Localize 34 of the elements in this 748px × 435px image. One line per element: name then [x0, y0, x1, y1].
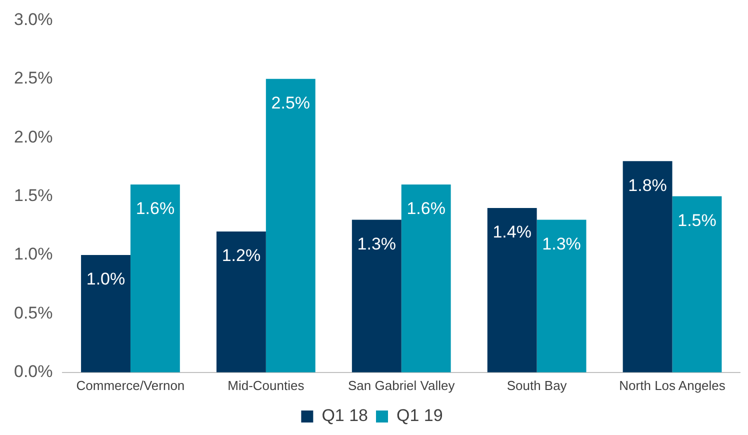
data-label: 1.0% — [86, 270, 126, 289]
y-tick-label: 0.5% — [14, 303, 53, 322]
bar — [81, 255, 130, 372]
bar — [487, 208, 537, 372]
y-tick-label: 2.5% — [14, 68, 53, 88]
y-tick-label: 1.0% — [14, 244, 53, 264]
data-label: 1.4% — [492, 222, 532, 242]
bar — [216, 232, 266, 372]
y-tick-label: 0.0% — [14, 362, 53, 382]
legend-label: Q1 19 — [396, 406, 443, 426]
bar — [672, 196, 722, 372]
y-tick-label: 1.5% — [14, 186, 53, 205]
x-tick-label: South Bay — [506, 378, 568, 393]
data-label: 1.3% — [542, 234, 581, 254]
bar — [352, 220, 402, 372]
data-label: 1.3% — [357, 234, 396, 254]
legend-label: Q1 18 — [322, 406, 368, 426]
data-label: 1.6% — [406, 199, 446, 218]
bar — [130, 184, 180, 372]
data-label: 1.2% — [222, 246, 261, 266]
y-tick-label: 2.0% — [14, 127, 53, 146]
bar — [622, 161, 672, 372]
bar — [401, 184, 451, 372]
x-tick-label: Mid-Counties — [228, 378, 305, 393]
data-label: 1.5% — [678, 210, 716, 230]
data-label: 2.5% — [271, 94, 310, 113]
x-tick-label: Commerce/Vernon — [76, 378, 185, 393]
x-tick-label: North Los Angeles — [619, 378, 726, 393]
data-label: 1.8% — [628, 176, 667, 195]
data-label: 1.6% — [136, 199, 175, 218]
y-tick-label: 3.0% — [14, 10, 53, 29]
bar — [536, 220, 586, 372]
x-tick-label: San Gabriel Valley — [348, 378, 456, 393]
bar — [266, 78, 316, 372]
